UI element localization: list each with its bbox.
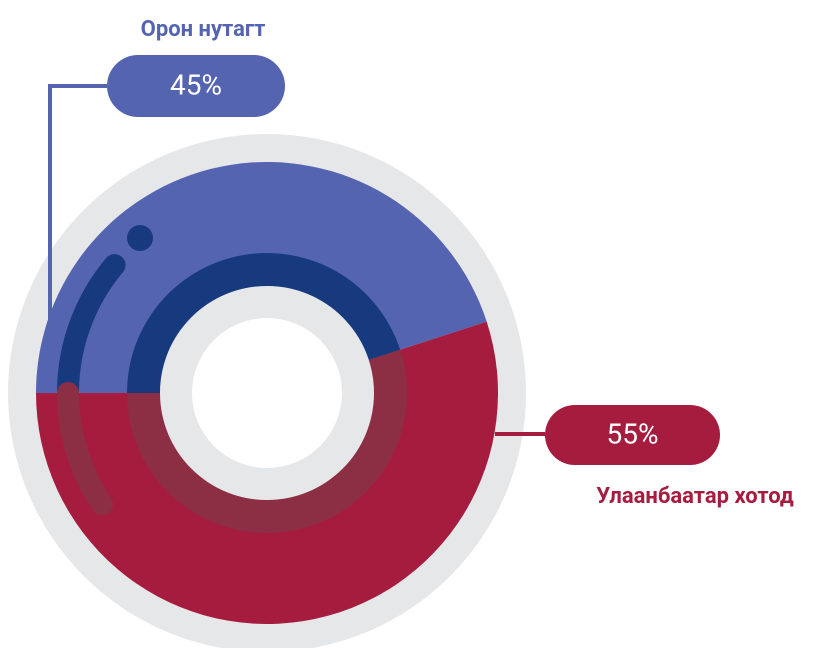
category-label: Орон нутагт [141, 17, 266, 42]
value-label: 45% [170, 68, 222, 101]
value-label: 55% [607, 417, 659, 450]
decoration [57, 225, 408, 533]
connector [48, 84, 107, 320]
deco-dot [127, 225, 153, 251]
value-pill [107, 55, 285, 117]
category-label: Улаанбаатар хотод [596, 484, 794, 509]
hole [192, 318, 342, 468]
value-pill [545, 405, 720, 465]
deco-arc-bottom [57, 382, 114, 516]
inner-band [127, 253, 401, 393]
deco-arc-top [57, 254, 126, 404]
inner-band [127, 349, 408, 533]
callouts: 45% Орон нутагт 55% Улаанбаатар хотод [48, 17, 794, 509]
